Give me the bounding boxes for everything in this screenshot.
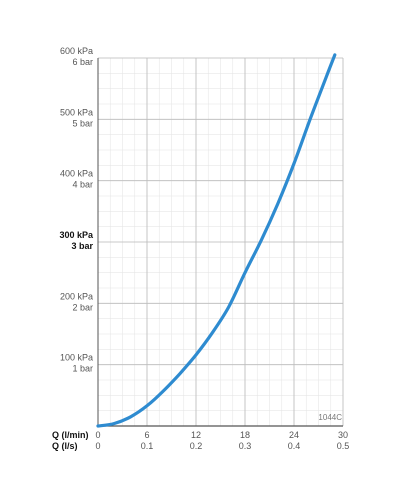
x-axis-labels: 00 60.1 120.2 180.3 240.4 300.5 <box>95 430 349 451</box>
x-tick-label-primary: 0 <box>95 430 100 440</box>
y-tick-label-primary: 300 kPa <box>59 230 94 240</box>
x-axis-label-secondary: Q (l/s) <box>52 441 78 451</box>
y-tick-label-secondary: 4 bar <box>72 180 93 190</box>
x-tick-label-secondary: 0 <box>95 441 100 451</box>
x-tick-label-primary: 12 <box>191 430 201 440</box>
series-layer <box>96 53 337 428</box>
y-tick-label-primary: 100 kPa <box>60 353 93 363</box>
y-tick-label-secondary: 1 bar <box>72 364 93 374</box>
y-tick-label-primary: 500 kPa <box>60 107 93 117</box>
y-tick-label-secondary: 6 bar <box>72 57 93 67</box>
y-tick-label-primary: 400 kPa <box>60 169 93 179</box>
y-tick-label-primary: 200 kPa <box>60 291 93 301</box>
y-tick-label-secondary: 2 bar <box>72 302 93 312</box>
major-grid <box>97 57 344 427</box>
x-tick-label-secondary: 0.2 <box>190 441 203 451</box>
pressure-curve-line <box>96 53 337 428</box>
chart-code-label: 1044C <box>318 413 342 422</box>
x-tick-label-primary: 24 <box>289 430 299 440</box>
y-tick-label-primary: 600 kPa <box>60 46 93 56</box>
x-tick-label-primary: 30 <box>338 430 348 440</box>
x-tick-label-secondary: 0.5 <box>337 441 350 451</box>
x-axis-label-primary: Q (l/min) <box>52 430 89 440</box>
x-tick-label-secondary: 0.4 <box>288 441 301 451</box>
x-tick-label-secondary: 0.3 <box>239 441 252 451</box>
y-tick-label-secondary: 5 bar <box>72 118 93 128</box>
x-tick-label-primary: 18 <box>240 430 250 440</box>
y-tick-label-secondary: 3 bar <box>71 241 93 251</box>
x-tick-label-primary: 6 <box>144 430 149 440</box>
x-tick-label-secondary: 0.1 <box>141 441 154 451</box>
